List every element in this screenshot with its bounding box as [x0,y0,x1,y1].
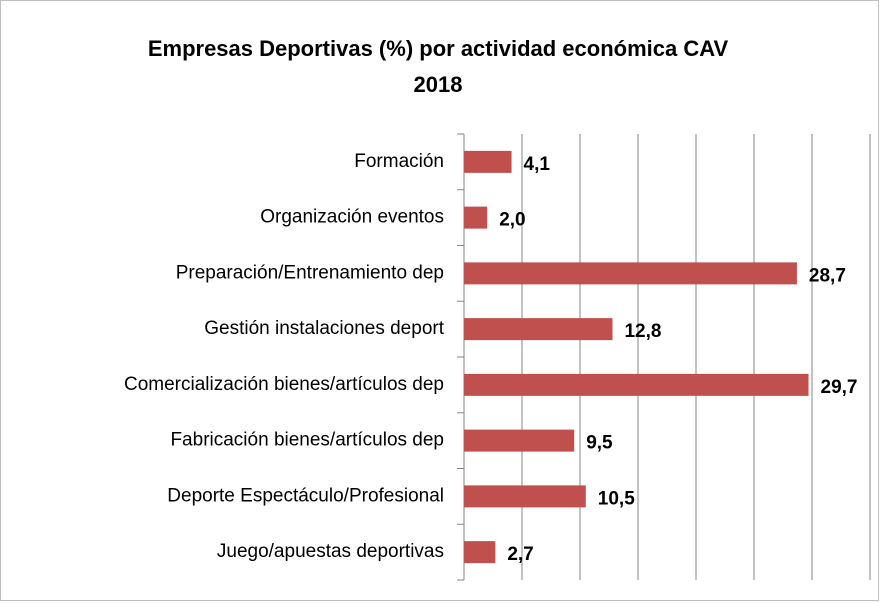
y-tick-label: Comercialización bienes/artículos dep [124,374,444,395]
bar [464,373,809,396]
y-tick-label: Fabricación bienes/artículos dep [170,430,444,451]
bar [464,541,496,564]
data-label: 2,7 [507,544,533,565]
bar [464,318,613,341]
y-tick-label: Organización eventos [260,207,444,228]
chart-title: 2018 [414,72,463,97]
data-label: 28,7 [809,265,846,286]
data-label: 2,0 [499,210,525,231]
data-label: 9,5 [586,433,613,454]
data-label: 10,5 [598,488,635,509]
y-tick-label: Juego/apuestas deportivas [217,541,444,562]
chart-title: Empresas Deportivas (%) por actividad ec… [148,36,729,61]
bar [464,150,512,173]
y-tick-label: Preparación/Entrenamiento dep [176,262,444,283]
bar [464,206,488,229]
data-label: 12,8 [624,321,661,342]
bar [464,429,575,452]
y-tick-label: Formación [354,151,444,172]
bar [464,262,797,285]
data-label: 4,1 [524,154,551,175]
bar [464,485,586,508]
y-tick-label: Deporte Espectáculo/Profesional [167,485,444,506]
y-tick-label: Gestión instalaciones deport [204,318,444,339]
data-label: 29,7 [821,377,858,398]
